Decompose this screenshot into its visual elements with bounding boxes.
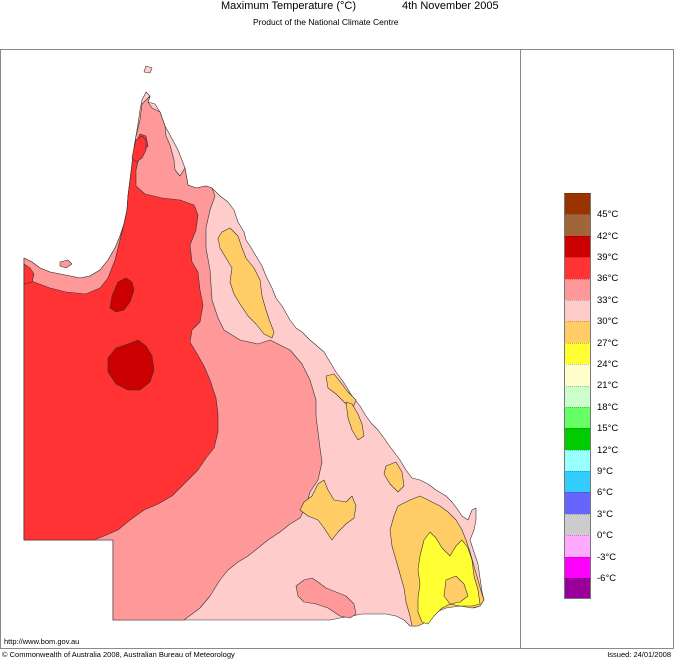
zone-27-30-north-coast <box>217 227 275 339</box>
legend-swatch <box>564 299 591 322</box>
legend-swatch <box>564 257 591 279</box>
legend-label: 33°C <box>597 295 619 306</box>
legend-label: 30°C <box>597 316 619 327</box>
legend-swatch <box>564 406 591 429</box>
legend-label: -6°C <box>597 573 617 584</box>
queensland-temperature-map <box>23 65 485 627</box>
map-date: 4th November 2005 <box>402 0 499 12</box>
zone-27-30-inland <box>299 479 357 541</box>
island <box>143 65 153 74</box>
legend-swatch <box>564 235 591 258</box>
issued-date: Issued: 24/01/2008 <box>607 650 671 659</box>
legend-label: -3°C <box>597 552 617 563</box>
legend-swatch <box>564 556 591 579</box>
map-subtitle: Product of the National Climate Centre <box>253 17 399 27</box>
legend-label: 36°C <box>597 273 619 284</box>
source-url: http://www.bom.gov.au <box>4 637 80 646</box>
legend-swatch <box>564 214 591 236</box>
legend-label: 27°C <box>597 338 619 349</box>
zone-27-30-central-coast-2 <box>345 401 365 441</box>
legend-label: 3°C <box>597 509 613 520</box>
zone-36-39-cape-west <box>131 135 147 163</box>
legend-label: 12°C <box>597 445 619 456</box>
legend-swatch <box>564 364 591 386</box>
legend-label: 42°C <box>597 231 619 242</box>
legend-swatch <box>564 449 591 472</box>
legend-swatch <box>564 278 591 300</box>
legend-swatch <box>564 385 591 407</box>
legend-swatch <box>564 321 591 343</box>
legend-label: 45°C <box>597 209 619 220</box>
legend-swatch <box>564 535 591 557</box>
copyright-text: © Commonwealth of Australia 2008, Austra… <box>2 650 235 659</box>
zone-39-42-north <box>109 277 135 313</box>
map-title-text: Maximum Temperature (°C) <box>221 0 357 12</box>
legend-label: 9°C <box>597 466 613 477</box>
legend-label: 15°C <box>597 423 619 434</box>
legend-swatch <box>564 428 591 450</box>
zone-36-39 <box>23 133 219 541</box>
legend-label: 21°C <box>597 380 619 391</box>
map-title: Maximum Temperature (°C) 4th November 20… <box>0 0 674 14</box>
legend-label: 18°C <box>597 402 619 413</box>
zone-24-27-southeast <box>417 531 481 625</box>
zone-36-39-west-tip <box>23 263 35 285</box>
legend-label: 0°C <box>597 530 613 541</box>
zone-27-30-se-pocket <box>443 575 469 605</box>
legend-swatch <box>564 193 591 215</box>
zone-27-30-central-coast <box>325 373 357 411</box>
legend-label: 24°C <box>597 359 619 370</box>
legend-label: 6°C <box>597 487 613 498</box>
zone-33-36-south <box>295 577 357 619</box>
zone-39-42-central <box>107 339 155 391</box>
island <box>59 259 73 269</box>
legend-divider <box>520 49 521 648</box>
legend-swatch <box>564 342 591 365</box>
legend-label: 39°C <box>597 252 619 263</box>
zone-27-30-central-coast-3 <box>383 461 405 493</box>
legend-swatch <box>564 578 591 600</box>
temperature-legend <box>564 193 592 600</box>
legend-swatch <box>564 471 591 493</box>
legend-swatch <box>564 513 591 536</box>
legend-swatch <box>564 492 591 514</box>
